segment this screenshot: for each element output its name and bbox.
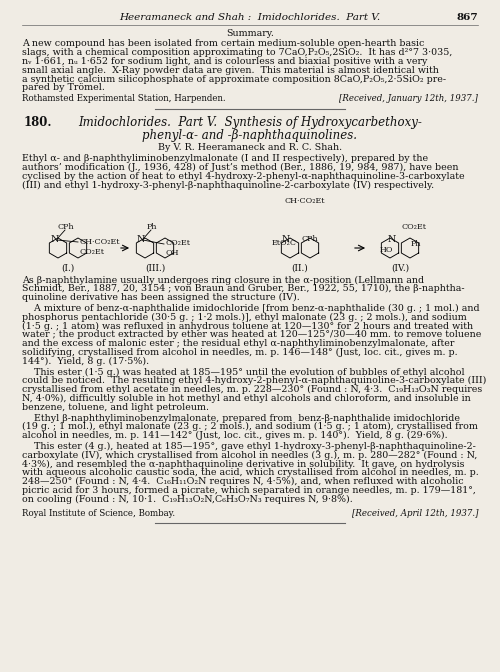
Text: CO₂Et: CO₂Et bbox=[79, 248, 104, 256]
Text: on cooling (Found : N, 10·1.  C₁₉H₁₃O₂N,C₆H₃O₇N₃ requires N, 9·8%).: on cooling (Found : N, 10·1. C₁₉H₁₃O₂N,C… bbox=[22, 495, 353, 504]
Text: cyclised by the action of heat to ethyl 4-hydroxy-2-phenyl-α-naphthaquinoline-3-: cyclised by the action of heat to ethyl … bbox=[22, 172, 464, 181]
Text: OH: OH bbox=[165, 249, 178, 257]
Text: N: N bbox=[51, 235, 59, 245]
Text: picric acid for 3 hours, formed a picrate, which separated in orange needles, m.: picric acid for 3 hours, formed a picrat… bbox=[22, 486, 476, 495]
Text: nᵥ 1·661, nᵤ 1·652 for sodium light, and is colourless and biaxial positive with: nᵥ 1·661, nᵤ 1·652 for sodium light, and… bbox=[22, 57, 428, 66]
Text: phenyl-α- and -β-naphthaquinolines.: phenyl-α- and -β-naphthaquinolines. bbox=[142, 129, 358, 142]
Text: This ester (1·5 g.) was heated at 185—195° until the evolution of bubbles of eth: This ester (1·5 g.) was heated at 185—19… bbox=[22, 368, 464, 376]
Text: CH·CO₂Et: CH·CO₂Et bbox=[79, 238, 120, 246]
Text: with aqueous alcoholic caustic soda, the acid, which crystallised from alcohol i: with aqueous alcoholic caustic soda, the… bbox=[22, 468, 479, 477]
Text: 4·3%), and resembled the α-naphthaquinoline derivative in solubility.  It gave, : 4·3%), and resembled the α-naphthaquinol… bbox=[22, 460, 464, 468]
Text: phosphorus pentachloride (30·5 g. ; 1·2 mols.)], ethyl malonate (23 g. ; 2 mols.: phosphorus pentachloride (30·5 g. ; 1·2 … bbox=[22, 312, 467, 322]
Text: small axial angle.  X-Ray powder data are given.  This material is almost identi: small axial angle. X-Ray powder data are… bbox=[22, 66, 439, 75]
Text: CPh: CPh bbox=[58, 223, 74, 231]
Text: slags, with a chemical composition approximating to 7CaO,P₂O₅,2SiO₂.  It has d²°: slags, with a chemical composition appro… bbox=[22, 48, 452, 57]
Text: [Received, January 12th, 1937.]: [Received, January 12th, 1937.] bbox=[339, 94, 478, 103]
Text: Rothamsted Experimental Station, Harpenden.: Rothamsted Experimental Station, Harpend… bbox=[22, 94, 226, 103]
Text: Summary.: Summary. bbox=[226, 30, 274, 38]
Text: Ethyl α- and β-naphthyliminobenzylmalonate (I and II respectively), prepared by : Ethyl α- and β-naphthyliminobenzylmalona… bbox=[22, 155, 428, 163]
Text: benzene, toluene, and light petroleum.: benzene, toluene, and light petroleum. bbox=[22, 403, 209, 412]
Text: water ; the product extracted by ether was heated at 120—125°/30—40 mm. to remov: water ; the product extracted by ether w… bbox=[22, 331, 481, 339]
Text: (IV.): (IV.) bbox=[391, 263, 409, 273]
Text: N: N bbox=[137, 235, 145, 245]
Text: authors’ modification (J., 1936, 428) of Just’s method (Ber., 1886, 19, 984, 987: authors’ modification (J., 1936, 428) of… bbox=[22, 163, 458, 172]
Text: 867: 867 bbox=[456, 13, 478, 22]
Text: pared by Trömel.: pared by Trömel. bbox=[22, 83, 105, 93]
Text: carboxylate (IV), which crystallised from alcohol in needles (3 g.), m. p. 280—2: carboxylate (IV), which crystallised fro… bbox=[22, 451, 477, 460]
Text: By V. R. Heeramaneck and R. C. Shah.: By V. R. Heeramaneck and R. C. Shah. bbox=[158, 143, 342, 153]
Text: A new compound has been isolated from certain medium-soluble open-hearth basic: A new compound has been isolated from ce… bbox=[22, 40, 424, 48]
Text: This ester (4 g.), heated at 185—195°, gave ethyl 1-hydroxy-3-phenyl-β-naphthaqu: This ester (4 g.), heated at 185—195°, g… bbox=[22, 442, 476, 451]
Text: (III.): (III.) bbox=[145, 263, 165, 273]
Text: CPh: CPh bbox=[301, 235, 318, 243]
Text: Heeramaneck and Shah :  Imidochlorides.  Part V.: Heeramaneck and Shah : Imidochlorides. P… bbox=[120, 13, 380, 22]
Text: 180.: 180. bbox=[24, 116, 52, 129]
Text: Ethyl β-naphthyliminobenzylmalonate, prepared from  benz-β-naphthalide imidochlo: Ethyl β-naphthyliminobenzylmalonate, pre… bbox=[22, 413, 460, 423]
Text: alcohol in needles, m. p. 141—142° (Just, loc. cit., gives m. p. 140°).  Yield, : alcohol in needles, m. p. 141—142° (Just… bbox=[22, 431, 448, 440]
Text: EtO₂C: EtO₂C bbox=[272, 239, 297, 247]
Text: CO₂Et: CO₂Et bbox=[165, 239, 190, 247]
Text: crystallised from ethyl acetate in needles, m. p. 228—230° (Found : N, 4·3.  C₁₉: crystallised from ethyl acetate in needl… bbox=[22, 385, 482, 394]
Text: Ph: Ph bbox=[411, 240, 422, 248]
Text: Royal Institute of Science, Bombay.: Royal Institute of Science, Bombay. bbox=[22, 509, 175, 517]
Text: HO: HO bbox=[380, 246, 394, 254]
Text: (II.): (II.) bbox=[292, 263, 308, 273]
Text: 248—250° (Found : N, 4·4.  C₁₆H₁₁O₂N requires N, 4·5%), and, when refluxed with : 248—250° (Found : N, 4·4. C₁₆H₁₁O₂N requ… bbox=[22, 477, 464, 486]
Text: Imidochlorides.  Part V.  Synthesis of Hydroxycarbethoxy-: Imidochlorides. Part V. Synthesis of Hyd… bbox=[78, 116, 422, 129]
Text: (19 g. ; 1 mol.), ethyl malonate (23 g. ; 2 mols.), and sodium (1·5 g. ; 1 atom): (19 g. ; 1 mol.), ethyl malonate (23 g. … bbox=[22, 422, 478, 431]
Text: N, 4·0%), difficultly soluble in hot methyl and ethyl alcohols and chloroform, a: N, 4·0%), difficultly soluble in hot met… bbox=[22, 394, 471, 403]
Text: Ph: Ph bbox=[147, 223, 157, 231]
Text: quinoline derivative has been assigned the structure (IV).: quinoline derivative has been assigned t… bbox=[22, 293, 300, 302]
Text: and the excess of malonic ester ; the residual ethyl α-naphthyliminobenzylmalona: and the excess of malonic ester ; the re… bbox=[22, 339, 454, 348]
Text: CH·CO₂Et: CH·CO₂Et bbox=[285, 197, 325, 205]
Text: Schmidt, Ber., 1887, 20, 3154 ; von Braun and Gruber, Ber., 1922, 55, 1710), the: Schmidt, Ber., 1887, 20, 3154 ; von Brau… bbox=[22, 284, 464, 294]
Text: (1·5 g. ; 1 atom) was refluxed in anhydrous toluene at 120—130° for 2 hours and : (1·5 g. ; 1 atom) was refluxed in anhydr… bbox=[22, 321, 473, 331]
Text: N: N bbox=[282, 235, 290, 245]
Text: solidifying, crystallised from alcohol in needles, m. p. 146—148° (Just, loc. ci: solidifying, crystallised from alcohol i… bbox=[22, 348, 458, 357]
Text: CO₂Et: CO₂Et bbox=[402, 223, 427, 231]
Text: a synthetic calcium silicophosphate of approximate composition 8CaO,P₂O₅,2·5SiO₂: a synthetic calcium silicophosphate of a… bbox=[22, 75, 446, 84]
Text: [Received, April 12th, 1937.]: [Received, April 12th, 1937.] bbox=[352, 509, 478, 517]
Text: As β-naphthylamine usually undergoes ring closure in the α-position (Lellmann an: As β-naphthylamine usually undergoes rin… bbox=[22, 276, 424, 284]
Text: could be noticed.  The resulting ethyl 4-hydroxy-2-phenyl-α-naphthaquinoline-3-c: could be noticed. The resulting ethyl 4-… bbox=[22, 376, 486, 385]
Text: (I.): (I.) bbox=[62, 263, 74, 273]
Text: (III) and ethyl 1-hydroxy-3-phenyl-β-naphthaquinoline-2-carboxylate (IV) respect: (III) and ethyl 1-hydroxy-3-phenyl-β-nap… bbox=[22, 181, 434, 190]
Text: 144°).  Yield, 8 g. (17·5%).: 144°). Yield, 8 g. (17·5%). bbox=[22, 357, 149, 366]
Text: A mixture of benz-α-naphthalide imidochloride [from benz-α-naphthalide (30 g. ; : A mixture of benz-α-naphthalide imidochl… bbox=[22, 304, 479, 313]
Text: N: N bbox=[388, 235, 396, 245]
